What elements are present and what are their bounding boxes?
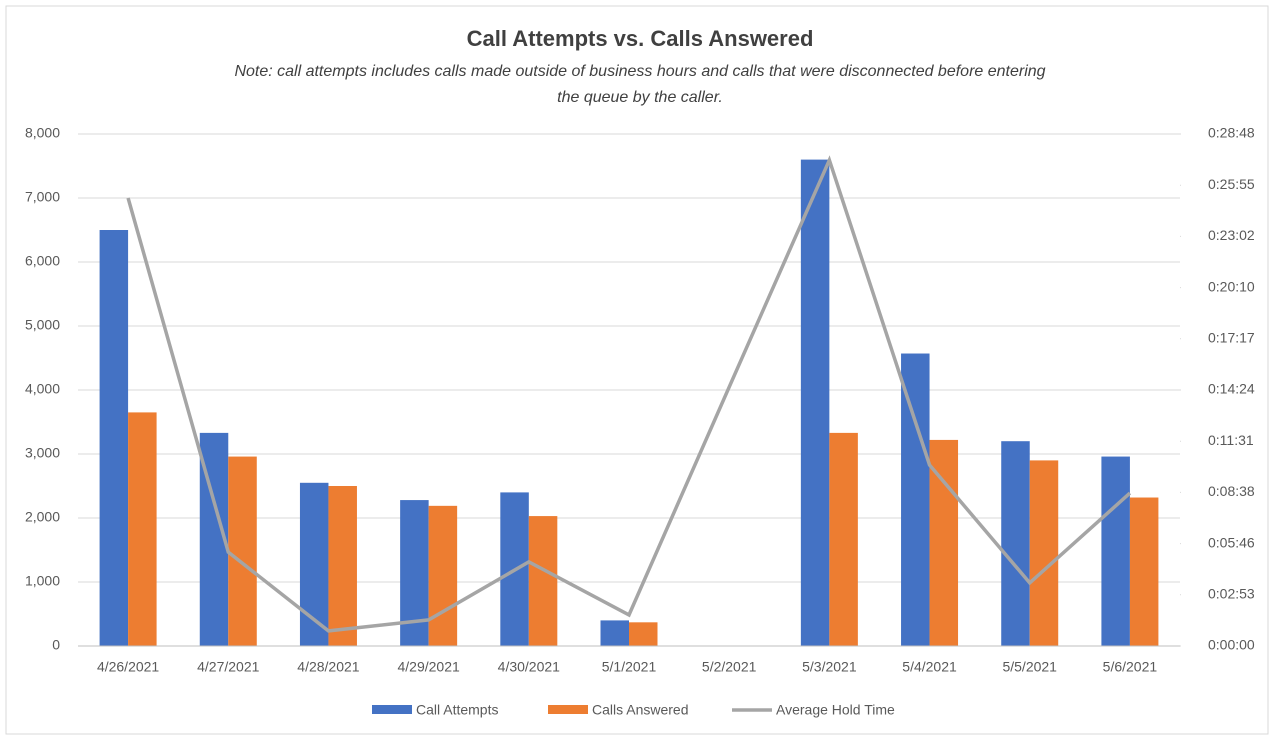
y2-tick-label: 0:11:31 xyxy=(1208,432,1254,448)
y-tick-label: 2,000 xyxy=(25,509,60,525)
legend-label: Calls Answered xyxy=(592,702,689,718)
y2-tick-label: 0:25:55 xyxy=(1208,176,1255,192)
y-tick-label: 0 xyxy=(52,637,60,653)
y2-tick-label: 0:05:46 xyxy=(1208,534,1255,550)
y-tick-label: 6,000 xyxy=(25,253,60,269)
y2-tick-label: 0:02:53 xyxy=(1208,586,1255,602)
x-tick-label: 5/2/2021 xyxy=(702,659,757,675)
x-tick-label: 5/3/2021 xyxy=(802,659,857,675)
y2-tick-label: 0:08:38 xyxy=(1208,483,1255,499)
bar xyxy=(600,620,629,646)
y2-tick-label: 0:17:17 xyxy=(1208,330,1255,346)
y-tick-label: 4,000 xyxy=(25,381,60,397)
y2-tick-label: 0:20:10 xyxy=(1208,278,1255,294)
bar xyxy=(1101,456,1130,646)
line xyxy=(126,155,1132,633)
bar xyxy=(929,439,959,646)
legend-swatch xyxy=(548,705,588,714)
x-tick-label: 4/26/2021 xyxy=(97,659,159,675)
bar xyxy=(829,432,858,646)
bar xyxy=(901,353,930,646)
y-tick-label: 7,000 xyxy=(25,189,60,205)
x-tick-label: 5/4/2021 xyxy=(902,659,957,675)
bar xyxy=(629,622,658,646)
legend-swatch xyxy=(372,705,412,714)
x-tick-label: 5/5/2021 xyxy=(1002,659,1057,675)
chart-subtitle: Note: call attempts includes calls made … xyxy=(234,63,1045,80)
legend-label: Average Hold Time xyxy=(776,702,895,718)
x-tick-label: 4/28/2021 xyxy=(297,659,359,675)
bar xyxy=(328,486,357,646)
y-tick-label: 3,000 xyxy=(25,445,60,461)
x-tick-label: 4/29/2021 xyxy=(397,659,459,675)
chart-title: Call Attempts vs. Calls Answered xyxy=(467,26,814,51)
chart-subtitle: the queue by the caller. xyxy=(557,89,723,106)
bar xyxy=(800,159,830,646)
y2-tick-label: 0:23:02 xyxy=(1208,227,1255,243)
x-tick-label: 5/6/2021 xyxy=(1103,659,1158,675)
x-tick-label: 4/30/2021 xyxy=(498,659,560,675)
bar xyxy=(1129,497,1159,646)
legend-label: Call Attempts xyxy=(416,702,498,718)
bar xyxy=(1001,441,1030,646)
bar xyxy=(1029,460,1059,646)
y2-tick-label: 0:14:24 xyxy=(1208,381,1255,397)
bar xyxy=(428,505,458,646)
y2-tick-label: 0:00:00 xyxy=(1208,637,1255,653)
bar xyxy=(228,456,257,646)
bar xyxy=(128,412,157,646)
y-tick-label: 1,000 xyxy=(25,573,60,589)
bar xyxy=(99,230,129,646)
y2-tick-label: 0:28:48 xyxy=(1208,125,1255,141)
x-tick-label: 4/27/2021 xyxy=(197,659,259,675)
x-tick-label: 5/1/2021 xyxy=(602,659,657,675)
y-tick-label: 5,000 xyxy=(25,317,60,333)
bar xyxy=(528,516,558,646)
y-tick-label: 8,000 xyxy=(25,125,60,141)
